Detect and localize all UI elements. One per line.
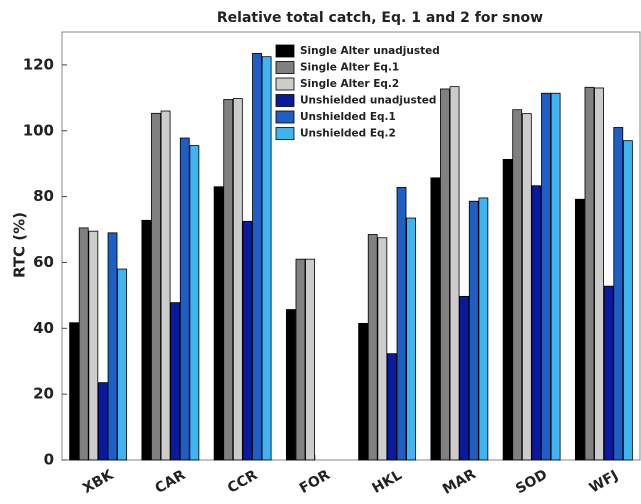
y-axis-label: RTC (%): [11, 212, 29, 278]
bar: [261, 56, 272, 461]
bar: [170, 302, 181, 461]
bar: [440, 88, 450, 461]
bar: [531, 185, 542, 461]
x-tick-label: WFJ: [587, 468, 621, 497]
legend-label: Single Alter unadjusted: [300, 45, 440, 57]
bar: [160, 110, 171, 461]
legend-label: Unshielded Eq.1: [300, 111, 396, 123]
legend-label: Unshielded unadjusted: [300, 95, 436, 107]
legend-swatch: [275, 127, 295, 140]
bar: [141, 219, 152, 461]
legend-swatch: [275, 110, 295, 124]
bar: [179, 137, 190, 461]
bar: [107, 232, 118, 461]
bar: [223, 99, 234, 461]
bar: [78, 227, 89, 461]
bar: [541, 92, 551, 461]
bar: [117, 268, 128, 461]
bar: [430, 177, 441, 461]
legend-label: Single Alter Eq.1: [300, 62, 399, 74]
plot-area: [61, 31, 641, 461]
bar: [69, 322, 80, 461]
bar: [584, 86, 595, 461]
bar: [512, 109, 523, 461]
bar: [377, 237, 388, 461]
x-tick-label: HKL: [369, 467, 404, 497]
bar: [406, 217, 417, 461]
x-tick-label: XBK: [80, 466, 117, 497]
y-tick-label: 80: [33, 187, 54, 205]
bar: [285, 309, 296, 461]
x-tick-label: MAR: [440, 466, 479, 498]
y-tick-label: 0: [44, 451, 54, 469]
legend-swatch: [275, 44, 295, 58]
x-tick-label: CCR: [225, 467, 260, 497]
bar: [242, 220, 253, 461]
legend-swatch: [275, 94, 295, 107]
bar: [252, 53, 262, 461]
bar: [387, 353, 397, 461]
bar: [358, 322, 369, 461]
y-tick-label: 40: [33, 319, 54, 337]
bar: [574, 198, 585, 461]
bar: [305, 258, 315, 461]
x-tick-label: FOR: [297, 467, 333, 497]
bar: [98, 382, 108, 461]
bar: [478, 197, 489, 461]
legend-label: Single Alter Eq.2: [300, 78, 399, 90]
bar: [295, 258, 306, 461]
bar: [613, 127, 624, 461]
legend-swatch: [275, 61, 295, 74]
bar: [367, 234, 378, 461]
bar: [213, 186, 224, 461]
bar: [88, 230, 99, 461]
chart-title: Relative total catch, Eq. 1 and 2 for sn…: [217, 10, 543, 26]
bar: [603, 285, 614, 461]
bar: [151, 112, 161, 461]
bar: [594, 87, 604, 461]
bar: [502, 159, 513, 461]
bar: [622, 140, 633, 461]
bar: [459, 295, 470, 461]
y-tick-label: 100: [23, 121, 54, 139]
legend-label: Unshielded Eq.2: [300, 128, 396, 140]
bar: [521, 113, 532, 461]
bar: [396, 186, 407, 461]
x-tick-label: CAR: [153, 467, 189, 497]
x-tick-label: SOD: [513, 467, 550, 498]
y-tick-label: 60: [33, 253, 54, 271]
bar: [232, 98, 243, 461]
bar: [550, 92, 561, 461]
y-tick-label: 120: [23, 55, 54, 73]
legend-swatch: [275, 77, 295, 91]
bar: [468, 200, 479, 461]
bar: [189, 145, 200, 461]
bar: [449, 86, 460, 461]
y-tick-label: 20: [33, 385, 54, 403]
legend-box: [274, 42, 420, 145]
